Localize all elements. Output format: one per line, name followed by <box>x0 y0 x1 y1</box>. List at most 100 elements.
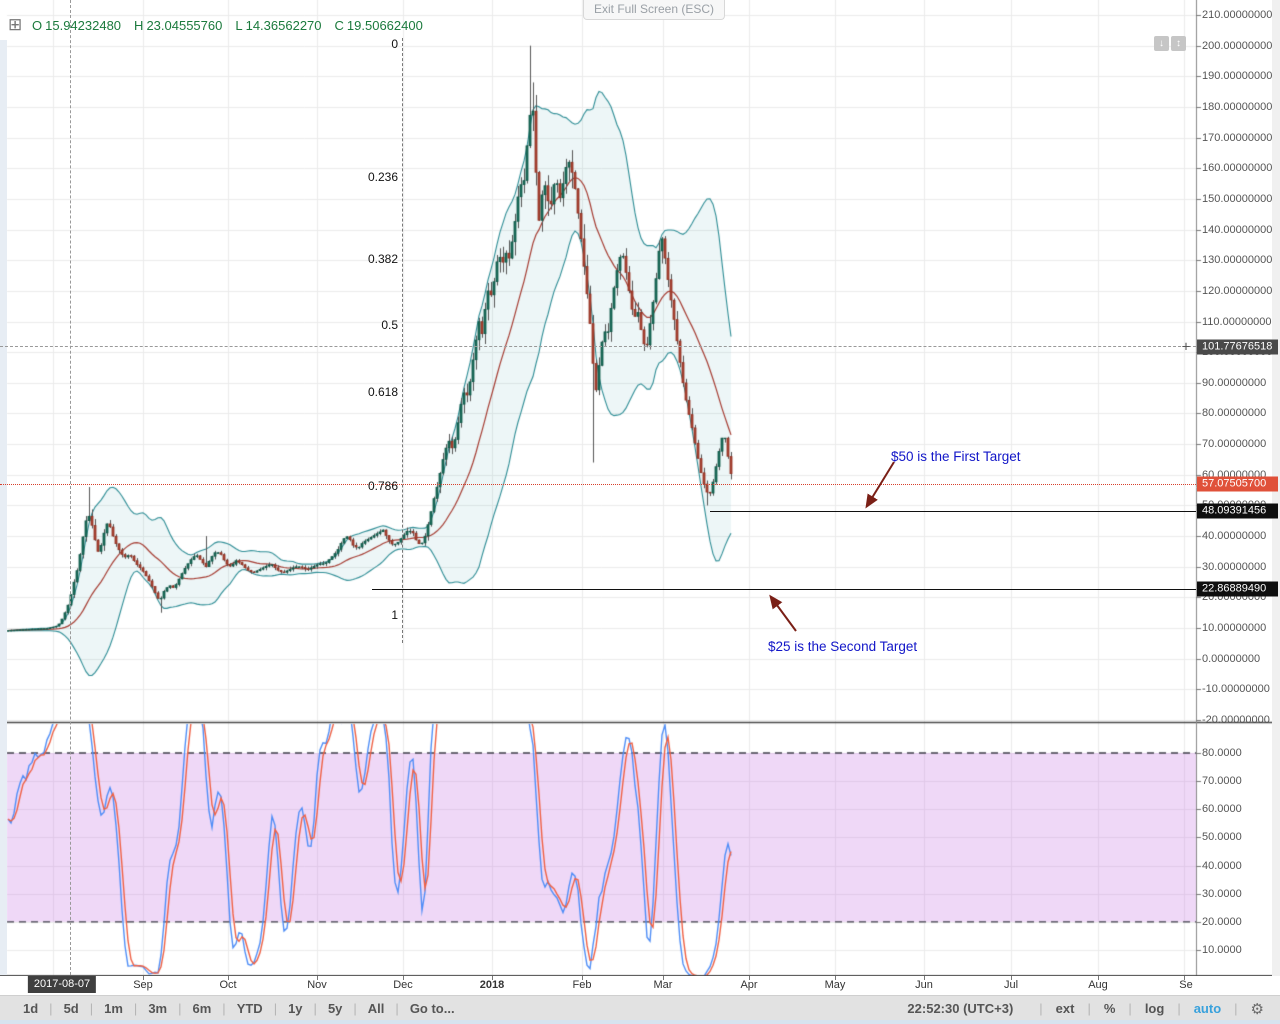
annotation-text-2[interactable]: $25 is the Second Target <box>768 639 918 654</box>
stochastic-axis-tick: 20.0000 <box>1202 915 1242 928</box>
toolbar-separator: | <box>1128 1001 1132 1016</box>
stochastic-axis-tick: 50.0000 <box>1202 831 1242 844</box>
date-axis-tick <box>1011 976 1012 980</box>
stochastic-axis-tick: 60.0000 <box>1202 803 1242 816</box>
date-axis-tick <box>582 976 583 980</box>
date-axis-tick <box>924 976 925 980</box>
ohlc-l: L 14.36562270 <box>235 18 322 33</box>
toolbar-separator: | <box>1087 1001 1091 1016</box>
toolbar-separator: | <box>353 1001 357 1016</box>
fib-label-0.382: 0.382 <box>367 252 398 267</box>
series-collapse-icon[interactable]: ⊞ <box>8 15 23 34</box>
date-axis[interactable]: Sep Oct Nov Dec 2018 Feb Mar Apr May Jun Jul Aug Se 2… <box>0 976 1196 995</box>
stochastic-axis-tick: 30.0000 <box>1202 887 1242 900</box>
month-label-mar: Mar <box>653 979 673 991</box>
fib-label-0.5: 0.5 <box>381 318 398 333</box>
stochastic-axis-tick: 10.0000 <box>1202 944 1242 956</box>
last-price-badge: 57.07505700 <box>1197 476 1278 492</box>
price-axis-tick: 90.00000000 <box>1202 376 1267 389</box>
range-button-6m[interactable]: 6m <box>192 1001 212 1016</box>
toolbar-separator: | <box>222 1001 226 1016</box>
bottom-strip <box>0 1020 1280 1024</box>
price-axis-tick: 40.00000000 <box>1202 530 1267 543</box>
month-label-dec: Dec <box>393 979 413 991</box>
date-axis-tick <box>403 976 404 980</box>
price-axis-tick: 180.00000000 <box>1202 100 1273 113</box>
exit-fullscreen-tooltip: Exit Full Screen (ESC) <box>583 0 726 20</box>
range-button-5d[interactable]: 5d <box>63 1001 79 1016</box>
range-button-1d[interactable]: 1d <box>23 1001 39 1016</box>
annotation-text-1[interactable]: $50 is the First Target <box>891 449 1021 464</box>
price-axis-tick: 160.00000000 <box>1202 162 1273 175</box>
price-axis-tick: 70.00000000 <box>1202 438 1267 451</box>
toolbar-separator: | <box>313 1001 317 1016</box>
first-target-line[interactable] <box>710 511 1196 513</box>
toolbar-separator: | <box>273 1001 278 1016</box>
range-button-ytd[interactable]: YTD <box>236 1001 263 1016</box>
second-target-line[interactable] <box>372 588 1196 590</box>
price-axis-tick: 210.00000000 <box>1202 9 1273 21</box>
fib-label-0.618: 0.618 <box>367 384 398 399</box>
price-axis-tick: 190.00000000 <box>1202 70 1273 83</box>
toolbar-separator: | <box>178 1001 182 1016</box>
toolbar-button-ext[interactable]: ext <box>1055 1001 1075 1016</box>
date-axis-tick <box>663 976 664 980</box>
month-label-jun: Jun <box>915 979 933 991</box>
price-axis-tick: -20.00000000 <box>1202 714 1270 726</box>
range-button-3m[interactable]: 3m <box>148 1001 168 1016</box>
range-button-all[interactable]: All <box>367 1001 385 1016</box>
date-axis-tick <box>492 976 493 980</box>
price-axis-tick: 120.00000000 <box>1202 284 1273 297</box>
toolbar-right: 22:52:30 (UTC+3) | ext |% | log | auto | ⚙ <box>907 1000 1280 1018</box>
stochastic-axis-tick: 70.0000 <box>1202 775 1242 788</box>
ohlc-o: O 15.94232480 <box>32 18 122 33</box>
toolbar-separator: | <box>133 1001 138 1016</box>
crosshair-date-badge: 2017-08-07 <box>27 976 97 993</box>
price-axis-tick: 150.00000000 <box>1202 192 1273 205</box>
month-label-feb: Feb <box>572 979 592 991</box>
price-axis-tick: 80.00000000 <box>1202 407 1267 420</box>
range-button-1m[interactable]: 1m <box>104 1001 123 1016</box>
fib-label-0: 0 <box>391 37 398 52</box>
toolbar-button-auto[interactable]: auto <box>1193 1001 1222 1016</box>
date-axis-tick <box>143 976 144 980</box>
settings-gear-icon[interactable]: ⚙ <box>1250 1000 1264 1018</box>
month-label-apr: Apr <box>740 979 758 991</box>
pane-move-down-button[interactable]: ↓ <box>1154 36 1169 51</box>
stochastic-axis-tick: 40.0000 <box>1202 859 1242 872</box>
date-axis-tick <box>228 976 229 980</box>
toolbar-separator: | <box>49 1001 53 1016</box>
month-label-jul: Jul <box>1003 979 1019 991</box>
crosshair-plus-marker: + <box>1181 338 1191 356</box>
date-axis-tick <box>749 976 750 980</box>
crosshair-horizontal-line <box>0 346 1196 347</box>
first-target-price-badge: 48.09391456 <box>1197 503 1278 519</box>
last-price-line <box>0 484 1196 485</box>
chart-canvas[interactable] <box>0 0 1280 976</box>
price-axis-tick: 0.00000000 <box>1202 652 1261 665</box>
price-axis-tick: 110.00000000 <box>1202 315 1272 328</box>
fib-label-0.236: 0.236 <box>367 169 398 184</box>
price-axis-tick: 130.00000000 <box>1202 254 1273 267</box>
second-target-price-badge: 22.86889490 <box>1197 581 1278 597</box>
month-label-se: Se <box>1179 979 1193 991</box>
price-axis-tick: 200.00000000 <box>1202 39 1273 52</box>
range-button-go-to[interactable]: Go to... <box>409 1001 455 1016</box>
price-axis-tick: 140.00000000 <box>1202 223 1273 236</box>
pane-maximize-button[interactable]: ↕ <box>1171 36 1186 51</box>
stochastic-axis-tick: 80.0000 <box>1202 747 1242 759</box>
date-axis-tick <box>835 976 836 980</box>
price-axis-tick: 170.00000000 <box>1202 131 1273 144</box>
toolbar-separator: | <box>1177 1001 1181 1016</box>
date-axis-tick <box>317 976 318 980</box>
crosshair-vertical-line <box>70 0 71 975</box>
month-label-oct: Oct <box>219 979 237 991</box>
range-buttons: 1d | 5d | 1m | 3m | 6m | YTD | 1y | 5y | All | Go to... <box>0 1001 466 1016</box>
toolbar-button-percent[interactable]: % <box>1103 1001 1116 1016</box>
range-button-1y[interactable]: 1y <box>288 1001 303 1016</box>
month-label-2018: 2018 <box>479 979 505 991</box>
toolbar-separator: | <box>1039 1001 1043 1016</box>
range-button-5y[interactable]: 5y <box>327 1001 343 1016</box>
toolbar-button-log[interactable]: log <box>1144 1001 1165 1016</box>
